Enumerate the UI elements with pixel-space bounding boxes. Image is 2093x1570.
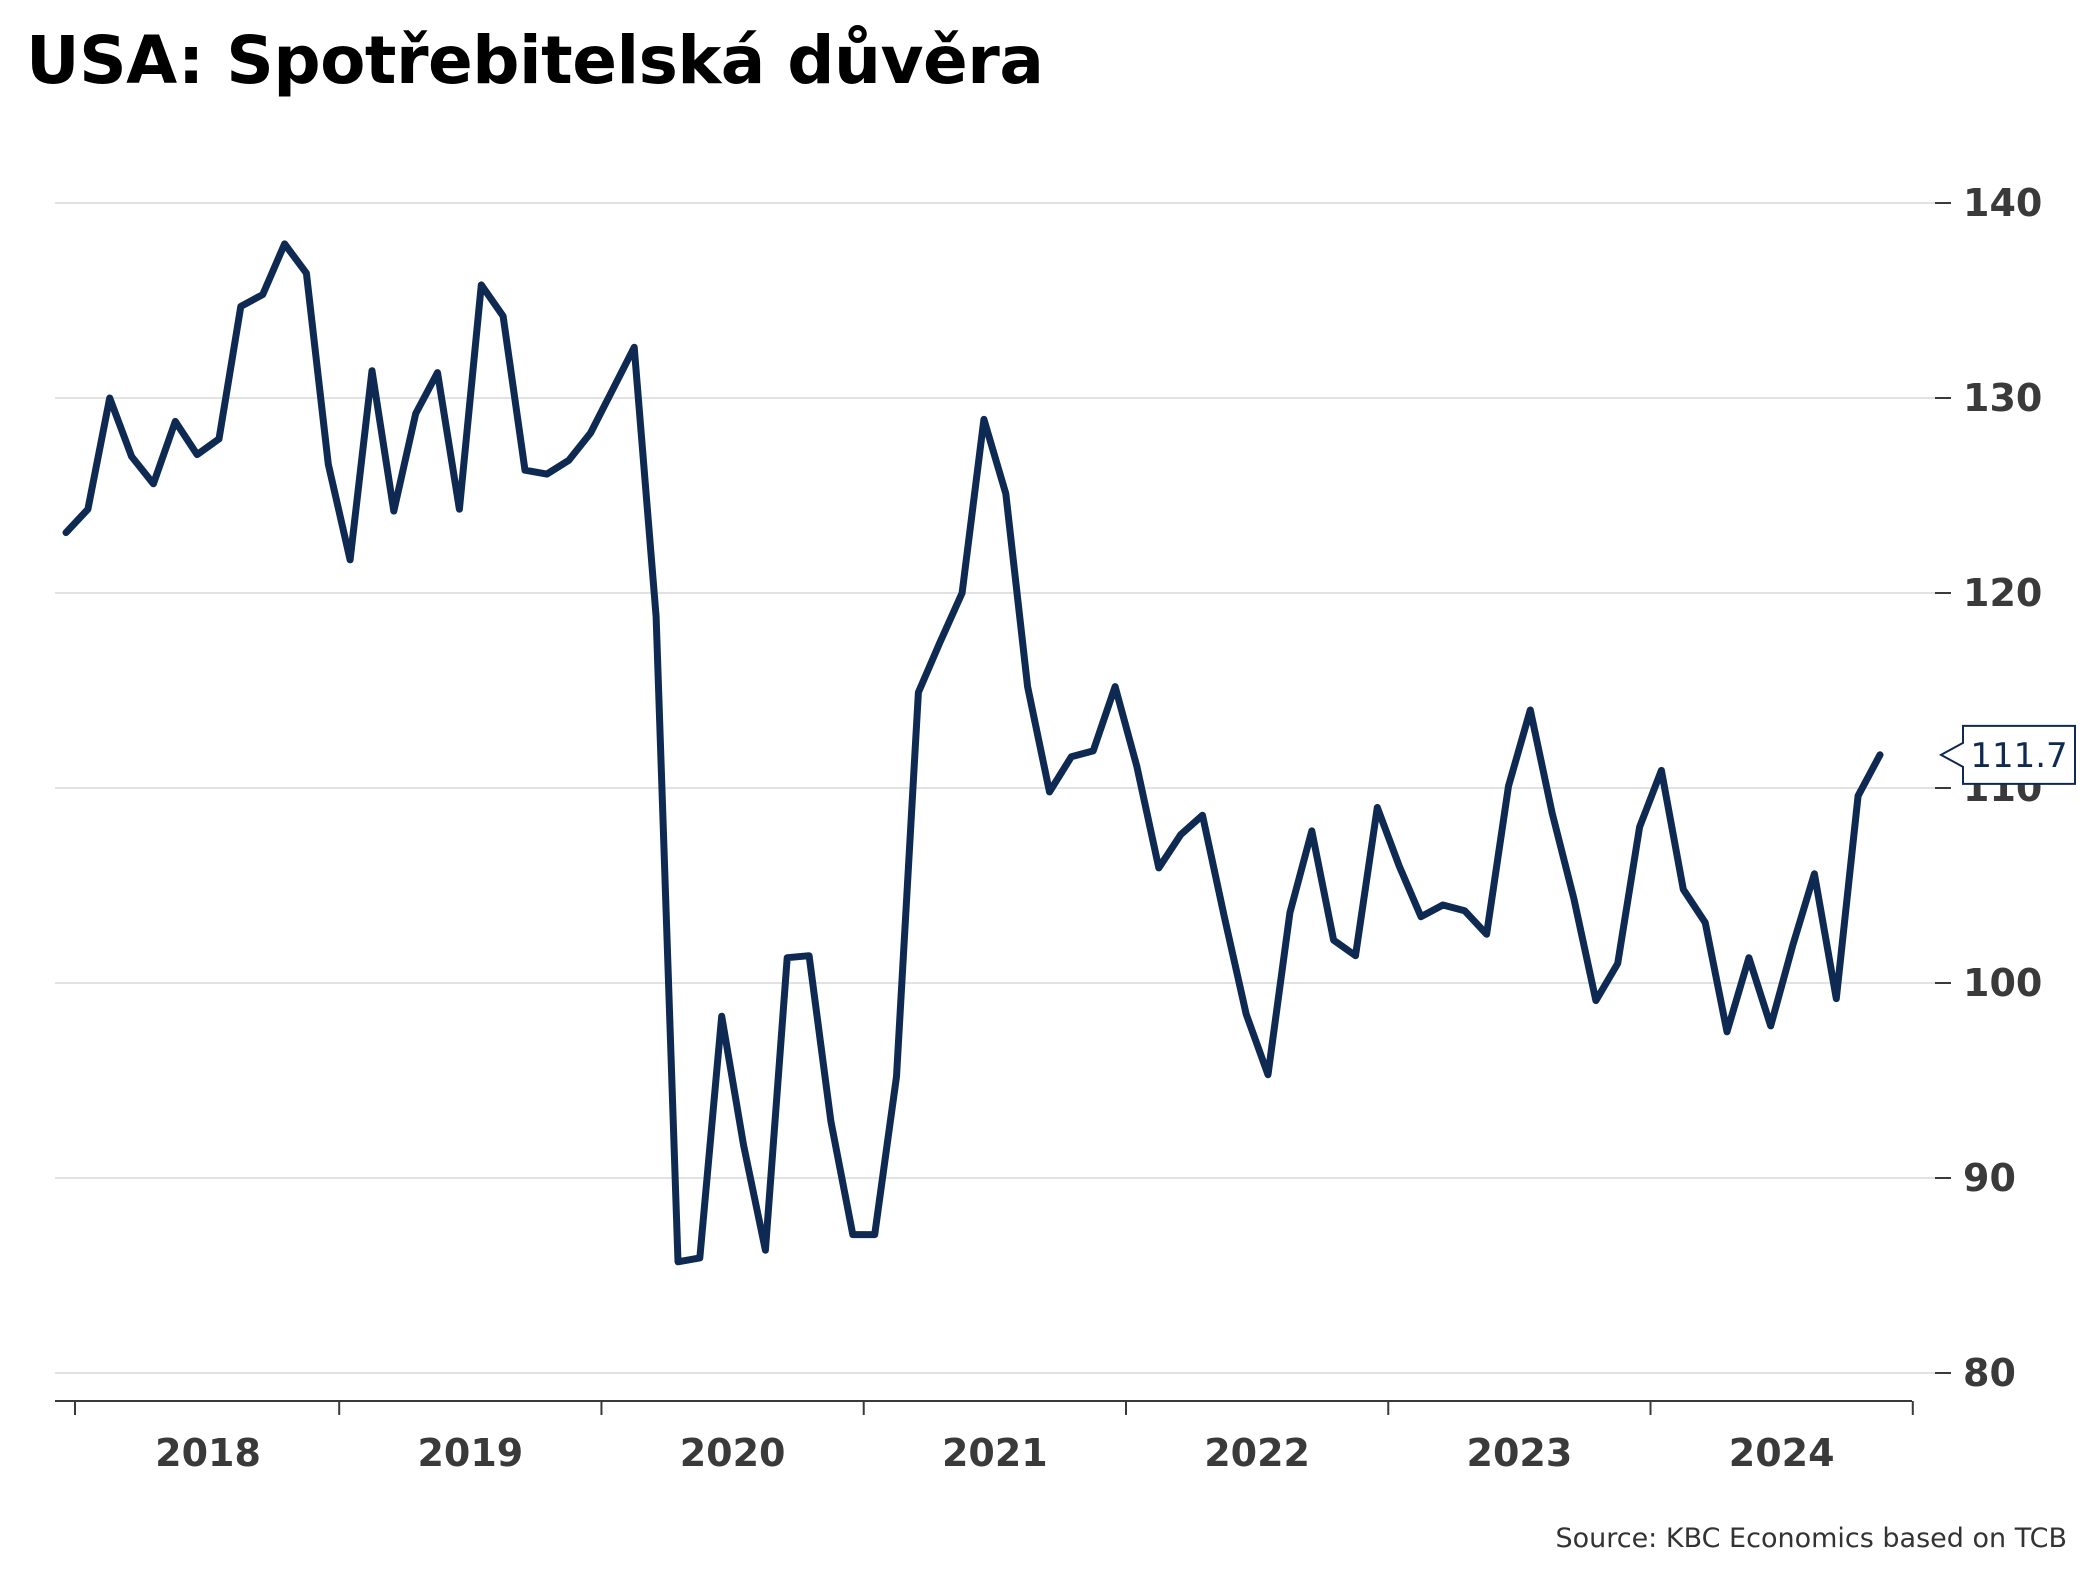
chart-title: USA: Spotřebitelská důvěra — [26, 22, 1044, 99]
y-tick-label-130: 130 — [1963, 376, 2042, 420]
x-tick-label-2024: 2024 — [1729, 1431, 1835, 1475]
series-line — [62, 240, 1884, 1266]
last-value-label: 111.7 — [1970, 736, 2067, 776]
series-layer — [62, 240, 1884, 1266]
x-tick-label-2023: 2023 — [1467, 1431, 1573, 1475]
y-tick-label-90: 90 — [1963, 1156, 2016, 1200]
x-tick-label-2019: 2019 — [417, 1431, 523, 1475]
y-tick-label-100: 100 — [1963, 961, 2042, 1005]
y-tick-label-120: 120 — [1963, 571, 2042, 615]
x-tick-label-2020: 2020 — [680, 1431, 786, 1475]
gridlines — [55, 202, 1935, 1374]
source-note: Source: KBC Economics based on TCB — [1555, 1523, 2067, 1554]
x-axis: 2018 2019 2020 2021 2022 2023 2024 — [55, 1400, 1914, 1475]
last-value-box — [1938, 724, 2076, 785]
x-tick-label-2018: 2018 — [155, 1431, 261, 1475]
y-tick-label-140: 140 — [1963, 181, 2042, 225]
last-value-callout: 111.7 — [1938, 724, 2076, 785]
x-tick-label-2022: 2022 — [1204, 1431, 1310, 1475]
y-tick-label-80: 80 — [1963, 1351, 2016, 1395]
x-tick-label-2021: 2021 — [942, 1431, 1048, 1475]
